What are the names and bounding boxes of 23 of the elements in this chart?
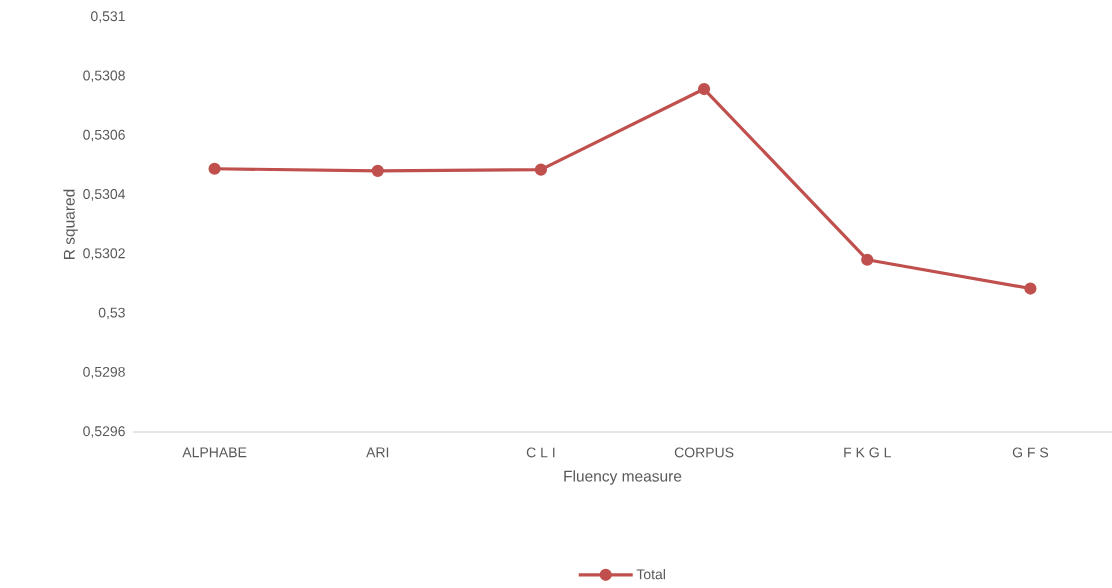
y-tick-label: 0,5308 <box>83 70 125 83</box>
point <box>861 253 874 266</box>
point <box>208 162 221 175</box>
y-tick-label: 0,531 <box>90 11 125 23</box>
x-tick-label: ARI <box>366 447 389 458</box>
y-tick-label: 0,5298 <box>83 366 125 379</box>
x-tick-label: CORPUS <box>674 447 734 458</box>
x-tick-label: G F S <box>1012 447 1049 458</box>
y-tick-label: 0,5296 <box>83 426 125 438</box>
y-axis-title: R squared <box>63 189 78 259</box>
y-tick-label: 0,5304 <box>83 189 126 201</box>
point <box>534 163 548 176</box>
y-tick-label: 0,5306 <box>83 129 125 142</box>
x-axis-title: Fluency measure <box>564 470 682 485</box>
point <box>371 164 384 177</box>
legend-label: Total <box>636 568 665 580</box>
x-tick-label: C L I <box>526 447 555 458</box>
y-tick-label: 0,53 <box>98 307 125 320</box>
y-tick-label: 0,5302 <box>83 248 125 260</box>
point <box>697 82 711 96</box>
point <box>1024 282 1037 295</box>
x-tick-label: F K G L <box>844 447 891 458</box>
x-tick-label: ALPHABE <box>182 447 247 458</box>
